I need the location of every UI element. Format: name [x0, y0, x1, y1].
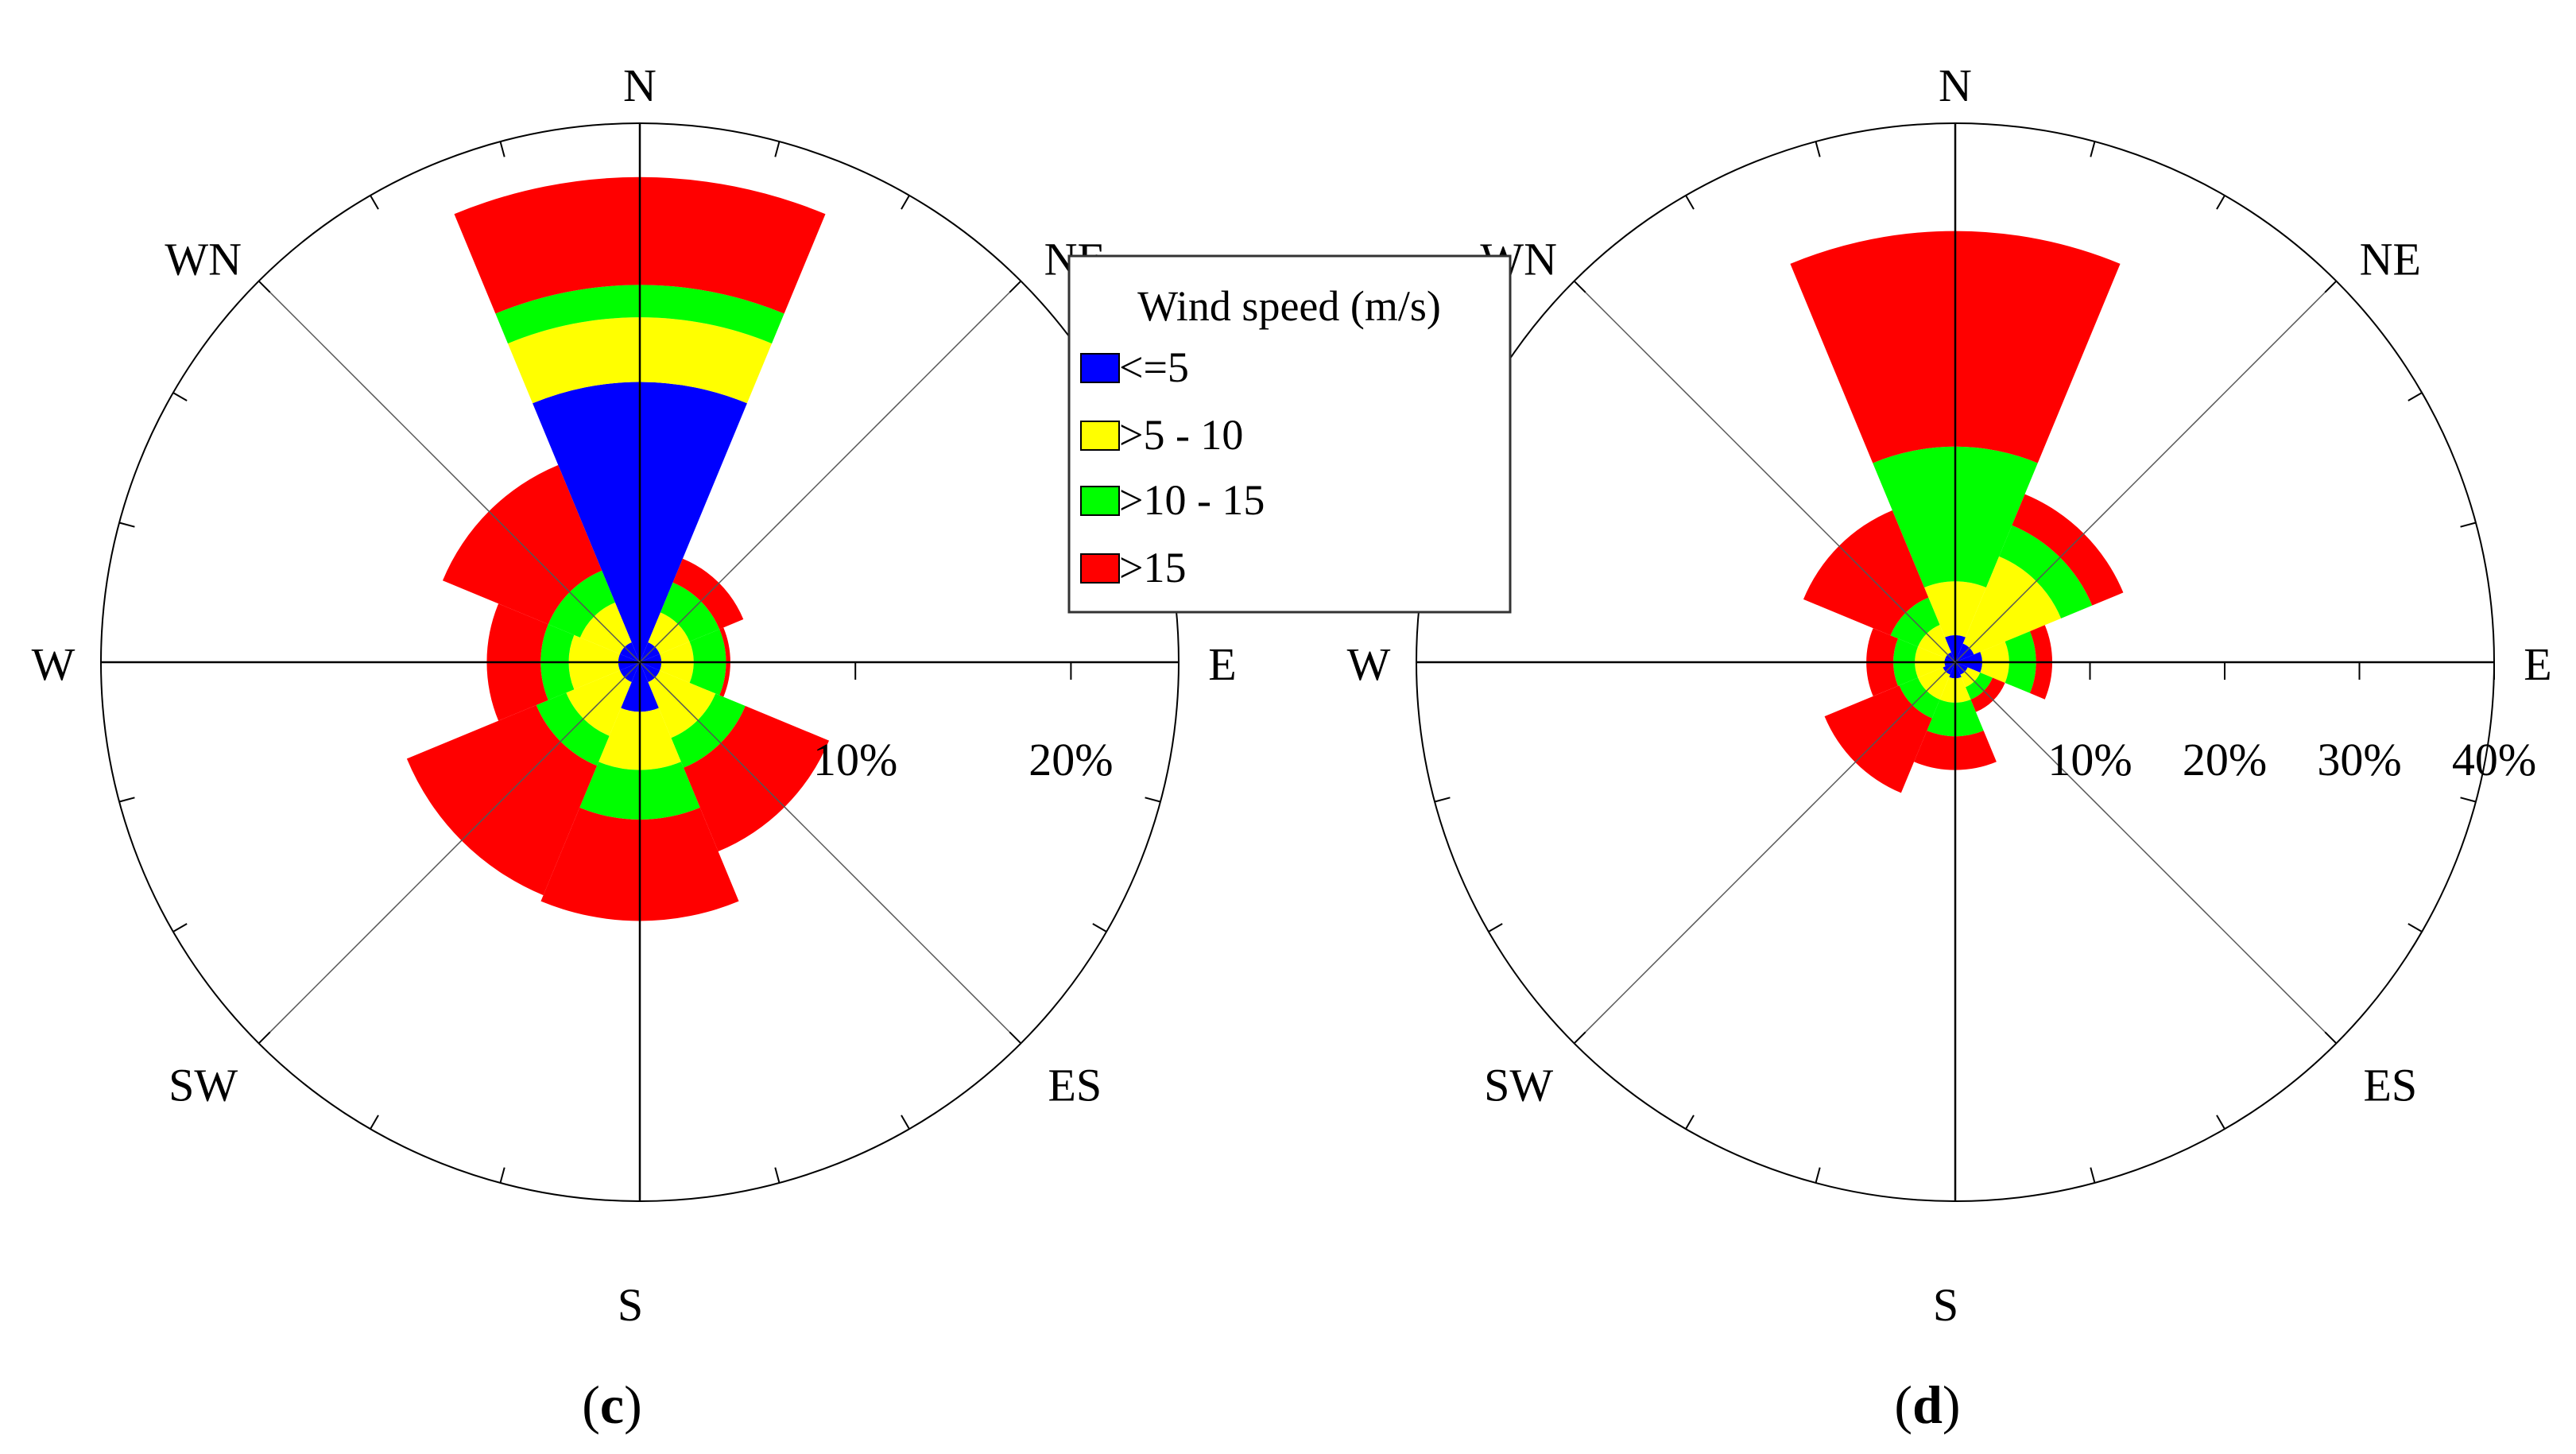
wind-rose-d-radial-ticks: 10% 20% 30% 40%	[2047, 734, 2536, 785]
radial-tick-label-d-1: 20%	[2183, 734, 2267, 785]
direction-label-c-w: W	[32, 638, 76, 690]
wind-rose-c-sectors	[406, 176, 830, 921]
wind-rose-d: 10% 20% 30% 40% N NE E ES S SW W WN (d)	[1347, 60, 2552, 1435]
rim-tick-d-10	[2216, 1115, 2225, 1130]
wind-rose-d-grid	[1416, 122, 2495, 1202]
spoke-c-3	[639, 661, 1021, 1044]
rim-tick-c-2	[901, 195, 910, 210]
wind-rose-d-sectors	[1790, 231, 2124, 793]
rim-tick-d-7	[2460, 797, 2477, 803]
legend-label-0: <=5	[1119, 343, 1189, 391]
legend: Wind speed (m/s) <=5 >5 - 10 >10 - 15 >1…	[1067, 254, 1512, 614]
rim-tick-c-11	[774, 1167, 781, 1184]
direction-label-c-wn: WN	[165, 234, 242, 285]
sector-c-e-3	[719, 627, 730, 697]
radial-tick-label-d-0: 10%	[2047, 734, 2132, 785]
legend-box	[1067, 254, 1512, 614]
spoke-d-1	[1954, 281, 2337, 663]
rim-tick-d-8	[2407, 923, 2423, 932]
panel-label-c: (c)	[582, 1375, 642, 1435]
rim-tick-c-9	[1009, 1031, 1022, 1045]
radial-tick-label-d-3: 40%	[2452, 734, 2536, 785]
legend-item: <=5	[1080, 343, 1189, 391]
spoke-c-7	[258, 281, 641, 663]
rim-tick-d-14	[1685, 1115, 1695, 1130]
direction-label-c-e: E	[1208, 638, 1236, 690]
legend-swatch-2	[1080, 486, 1120, 516]
legend-item: >5 - 10	[1080, 411, 1243, 459]
direction-label-c-sw: SW	[169, 1059, 238, 1111]
legend-swatch-0	[1080, 353, 1120, 383]
rim-tick-d-5	[2460, 522, 2477, 528]
rim-tick-c-7	[1145, 797, 1161, 803]
rim-tick-c-10	[901, 1115, 910, 1130]
rim-tick-d-16	[1488, 923, 1503, 932]
rim-tick-c-19	[118, 522, 135, 528]
wind-rose-c-direction-labels: N NE E ES S SW W WN	[32, 60, 1237, 1331]
rim-tick-c-21	[258, 280, 271, 293]
rim-tick-c-17	[118, 797, 135, 803]
rim-tick-c-8	[1092, 923, 1107, 932]
direction-label-d-n: N	[1939, 60, 1972, 111]
rim-tick-d-11	[2090, 1167, 2096, 1184]
rim-tick-d-1	[2090, 141, 2096, 157]
rim-tick-d-2	[2216, 195, 2225, 210]
rim-tick-c-16	[172, 923, 188, 932]
wind-rose-c-radial-ticks: 10% 20%	[813, 734, 1114, 785]
rim-tick-d-3	[2324, 280, 2338, 293]
direction-label-d-ne: NE	[2360, 234, 2421, 285]
radial-tick-label-c-1: 20%	[1028, 734, 1113, 785]
direction-label-c-es: ES	[1048, 1059, 1102, 1111]
spoke-d-3	[1954, 661, 2337, 1044]
wind-rose-c-grid	[100, 122, 1180, 1202]
rim-tick-d-13	[1815, 1167, 1821, 1184]
direction-label-d-w: W	[1347, 638, 1391, 690]
rim-tick-d-21	[1573, 280, 1586, 293]
rim-tick-c-20	[172, 392, 188, 401]
spoke-c-5	[258, 661, 641, 1044]
wind-rose-c: 10% 20% N NE E ES S SW W WN (c)	[32, 60, 1237, 1435]
rim-tick-c-22	[370, 195, 379, 210]
direction-label-d-e: E	[2524, 638, 2551, 690]
legend-title: Wind speed (m/s)	[1137, 282, 1441, 330]
rim-tick-c-13	[499, 1167, 506, 1184]
direction-label-d-es: ES	[2364, 1059, 2418, 1111]
spoke-c-1	[639, 281, 1021, 663]
legend-swatch-1	[1080, 421, 1120, 451]
direction-label-c-s: S	[618, 1279, 643, 1331]
rim-tick-d-22	[1685, 195, 1695, 210]
radial-tick-label-d-2: 30%	[2317, 734, 2401, 785]
legend-item: >10 - 15	[1080, 476, 1265, 524]
panel-label-d: (d)	[1894, 1375, 1960, 1435]
rim-tick-c-14	[370, 1115, 379, 1130]
rim-tick-d-9	[2324, 1031, 2338, 1045]
legend-label-2: >10 - 15	[1119, 476, 1265, 524]
direction-label-d-sw: SW	[1484, 1059, 1553, 1111]
rim-tick-d-15	[1573, 1031, 1586, 1045]
radial-tick-label-c-0: 10%	[813, 734, 897, 785]
legend-swatch-3	[1080, 553, 1120, 584]
spoke-d-5	[1574, 661, 1956, 1044]
spoke-d-7	[1574, 281, 1956, 663]
rim-tick-c-3	[1009, 280, 1022, 293]
legend-item: >15	[1080, 544, 1186, 591]
direction-label-d-s: S	[1933, 1279, 1958, 1331]
rim-tick-c-15	[258, 1031, 271, 1045]
rim-tick-d-4	[2407, 392, 2423, 401]
rim-tick-d-23	[1815, 141, 1821, 157]
direction-label-c-n: N	[623, 60, 657, 111]
legend-label-1: >5 - 10	[1119, 411, 1243, 459]
rim-tick-c-23	[499, 141, 506, 157]
rim-tick-c-1	[774, 141, 781, 157]
rim-tick-d-17	[1434, 797, 1451, 803]
legend-label-3: >15	[1119, 544, 1186, 591]
